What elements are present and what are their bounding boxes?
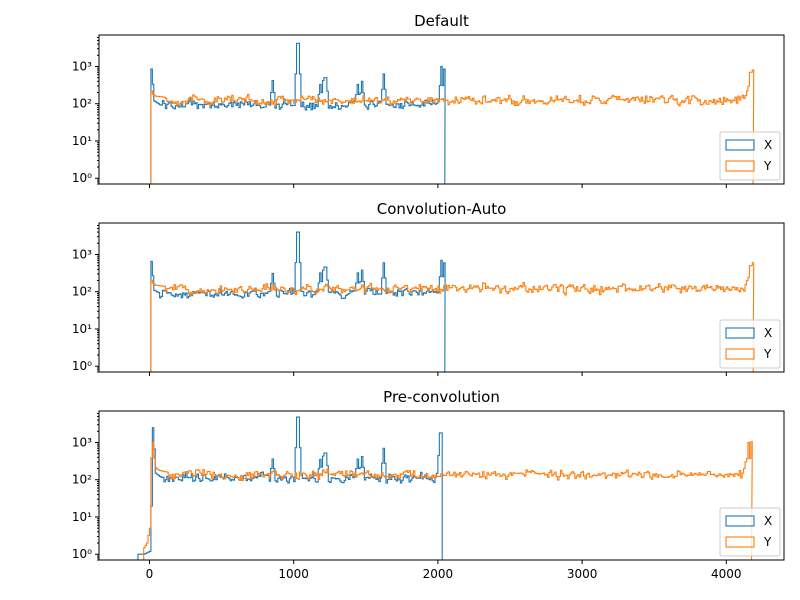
legend-label-y: Y bbox=[763, 159, 772, 173]
y-tick-label: 10⁰ bbox=[72, 547, 92, 561]
axes-frame bbox=[98, 34, 785, 185]
legend-swatch-x bbox=[725, 139, 755, 151]
series-y-histogram bbox=[148, 262, 755, 372]
y-tick-label: 10³ bbox=[72, 59, 92, 73]
series-x-histogram bbox=[137, 416, 443, 560]
legend-swatch-y bbox=[725, 348, 755, 360]
legend-label-x: X bbox=[764, 138, 772, 152]
legend-swatch-x bbox=[725, 515, 755, 527]
y-tick-label: 10² bbox=[72, 473, 92, 487]
series-x-histogram bbox=[148, 231, 446, 372]
legend-swatch-x bbox=[725, 327, 755, 339]
subplot-title: Convolution-Auto bbox=[377, 200, 507, 218]
subplot-3: Pre-convolution 0 1000 2000 3000 4000 10⁰ 10¹ 10… bbox=[72, 388, 785, 581]
series-y-histogram bbox=[148, 69, 755, 184]
legend-swatch-y bbox=[725, 536, 755, 548]
x-tick-label: 0 bbox=[146, 567, 154, 581]
subplot-1: Default 10⁰ 10¹ 10² 10³ XY bbox=[72, 12, 785, 188]
legend: XY bbox=[719, 507, 781, 557]
y-tick-label: 10¹ bbox=[72, 322, 92, 336]
subplot-title: Pre-convolution bbox=[383, 388, 500, 406]
subplot-title: Default bbox=[414, 12, 469, 30]
legend: XY bbox=[719, 319, 781, 369]
legend-label-y: Y bbox=[763, 535, 772, 549]
y-tick-label: 10¹ bbox=[72, 134, 92, 148]
y-tick-label: 10³ bbox=[72, 247, 92, 261]
y-tick-label: 10⁰ bbox=[72, 359, 92, 373]
y-tick-label: 10⁰ bbox=[72, 171, 92, 185]
legend-label-x: X bbox=[764, 514, 772, 528]
series-x-histogram bbox=[148, 42, 446, 184]
y-tick-label: 10² bbox=[72, 97, 92, 111]
y-tick-label: 10² bbox=[72, 285, 92, 299]
legend: XY bbox=[719, 131, 781, 181]
axes-frame bbox=[98, 222, 785, 373]
legend-swatch-y bbox=[725, 160, 755, 172]
series-y-histogram bbox=[143, 441, 753, 560]
x-tick-label: 3000 bbox=[567, 567, 598, 581]
subplot-2: Convolution-Auto 10⁰ 10¹ 10² 10³ XY bbox=[72, 200, 785, 376]
y-tick-label: 10¹ bbox=[72, 510, 92, 524]
legend-label-y: Y bbox=[763, 347, 772, 361]
y-tick-label: 10³ bbox=[72, 435, 92, 449]
x-tick-label: 4000 bbox=[711, 567, 742, 581]
legend-label-x: X bbox=[764, 326, 772, 340]
x-tick-label: 1000 bbox=[278, 567, 309, 581]
x-tick-label: 2000 bbox=[423, 567, 454, 581]
